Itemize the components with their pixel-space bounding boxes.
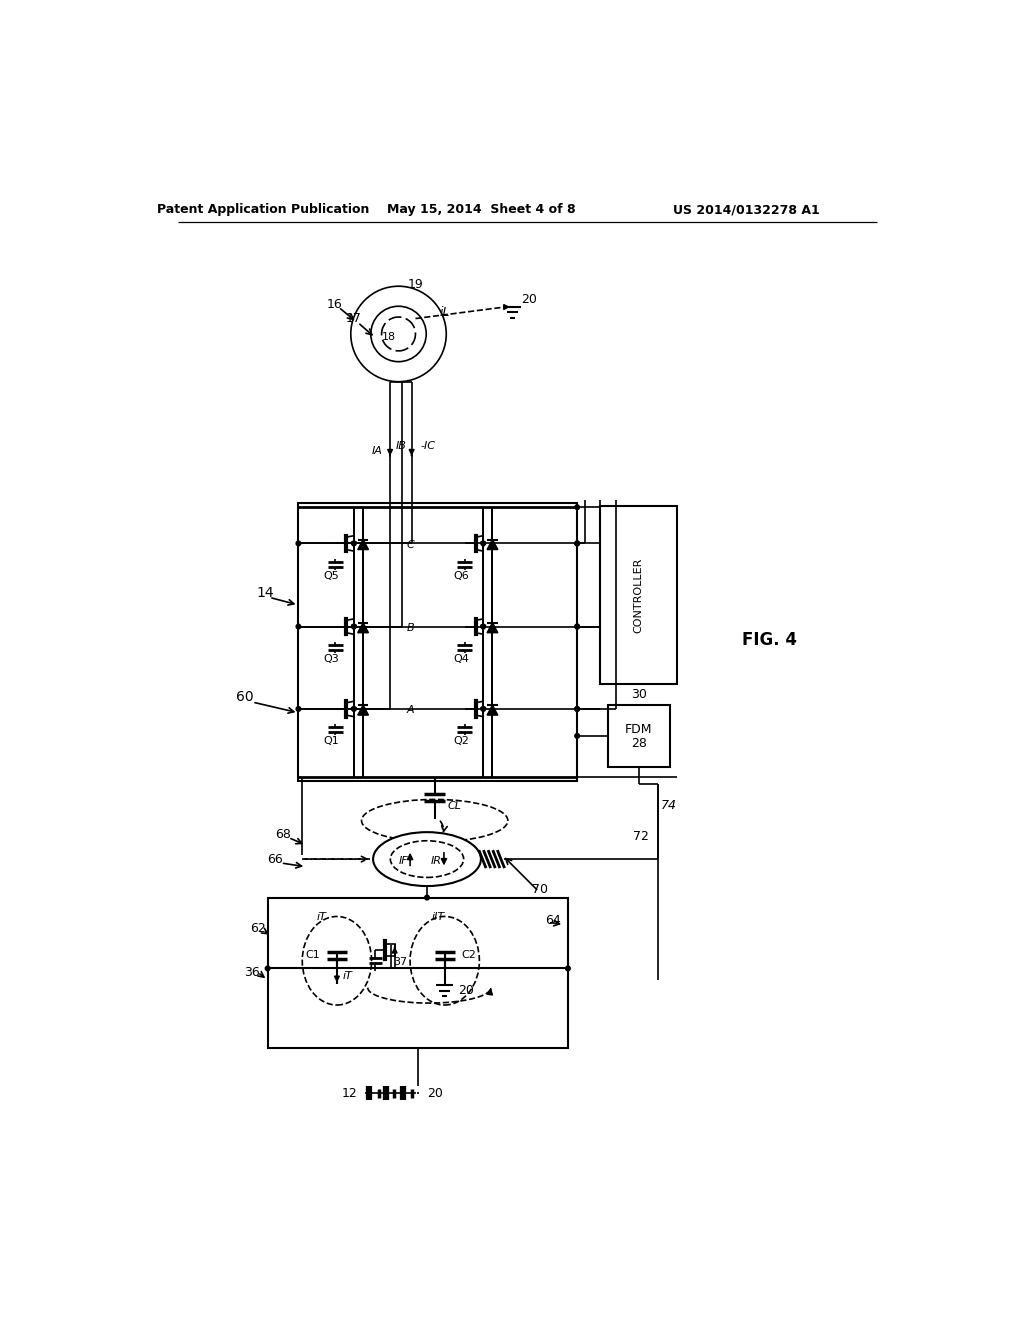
Text: 74: 74 bbox=[660, 799, 677, 812]
Text: 30: 30 bbox=[631, 688, 647, 701]
Ellipse shape bbox=[373, 832, 481, 886]
Text: 20: 20 bbox=[521, 293, 538, 306]
Text: US 2014/0132278 A1: US 2014/0132278 A1 bbox=[673, 203, 820, 216]
Circle shape bbox=[574, 541, 580, 545]
Bar bbox=[298, 503, 578, 780]
Text: Q6: Q6 bbox=[453, 570, 469, 581]
Text: Q1: Q1 bbox=[324, 737, 339, 746]
Bar bbox=[600, 507, 677, 684]
Circle shape bbox=[481, 541, 485, 545]
Text: CONTROLLER: CONTROLLER bbox=[634, 557, 644, 632]
Circle shape bbox=[351, 706, 356, 711]
Text: A: A bbox=[407, 705, 415, 715]
Text: 19: 19 bbox=[408, 279, 423, 292]
Polygon shape bbox=[357, 623, 369, 632]
Circle shape bbox=[574, 734, 580, 738]
Text: Q4: Q4 bbox=[453, 653, 469, 664]
Polygon shape bbox=[357, 540, 369, 549]
Text: iT: iT bbox=[343, 972, 352, 981]
Circle shape bbox=[351, 624, 356, 628]
Text: Q5: Q5 bbox=[324, 570, 339, 581]
Text: IR: IR bbox=[431, 855, 441, 866]
Text: 70: 70 bbox=[532, 883, 548, 896]
Circle shape bbox=[565, 966, 570, 970]
Text: 64: 64 bbox=[545, 915, 560, 927]
Text: IA: IA bbox=[372, 446, 382, 455]
Circle shape bbox=[481, 624, 485, 628]
Text: 20: 20 bbox=[459, 983, 474, 997]
Text: -IC: -IC bbox=[421, 441, 436, 451]
Text: FDM: FDM bbox=[625, 723, 652, 737]
Bar bbox=[608, 705, 670, 767]
Text: 28: 28 bbox=[631, 737, 647, 750]
Text: iIT: iIT bbox=[432, 912, 445, 921]
Text: 37: 37 bbox=[393, 957, 408, 968]
Text: C1: C1 bbox=[305, 950, 319, 961]
Text: iL: iL bbox=[439, 306, 450, 319]
Text: May 15, 2014  Sheet 4 of 8: May 15, 2014 Sheet 4 of 8 bbox=[387, 203, 575, 216]
Circle shape bbox=[296, 706, 301, 711]
Circle shape bbox=[296, 541, 301, 545]
Text: 16: 16 bbox=[327, 298, 342, 312]
Circle shape bbox=[425, 895, 429, 900]
Polygon shape bbox=[487, 540, 498, 549]
Text: 68: 68 bbox=[275, 828, 291, 841]
Polygon shape bbox=[487, 623, 498, 632]
Circle shape bbox=[574, 541, 580, 545]
Circle shape bbox=[574, 706, 580, 711]
Circle shape bbox=[265, 966, 270, 970]
Text: C: C bbox=[407, 540, 415, 550]
Text: C2: C2 bbox=[462, 950, 476, 961]
Text: FIG. 4: FIG. 4 bbox=[742, 631, 797, 648]
Circle shape bbox=[481, 706, 485, 711]
Text: IB: IB bbox=[396, 441, 407, 451]
Circle shape bbox=[296, 624, 301, 628]
Text: 60: 60 bbox=[236, 690, 253, 705]
Circle shape bbox=[574, 624, 580, 628]
Polygon shape bbox=[487, 705, 498, 715]
Text: 20: 20 bbox=[427, 1086, 442, 1100]
Circle shape bbox=[351, 541, 356, 545]
Circle shape bbox=[574, 624, 580, 628]
Text: Q3: Q3 bbox=[324, 653, 339, 664]
Text: 12: 12 bbox=[342, 1086, 357, 1100]
Text: IF: IF bbox=[399, 855, 409, 866]
Polygon shape bbox=[357, 705, 369, 715]
Text: B: B bbox=[407, 623, 415, 634]
Text: CL: CL bbox=[447, 801, 462, 810]
Text: 18: 18 bbox=[382, 333, 395, 342]
Text: 36: 36 bbox=[245, 966, 260, 979]
Bar bbox=[267, 898, 568, 1048]
Text: 72: 72 bbox=[633, 829, 649, 842]
Text: iT: iT bbox=[316, 912, 327, 921]
Text: Q2: Q2 bbox=[453, 737, 469, 746]
Text: 14: 14 bbox=[256, 586, 274, 601]
Circle shape bbox=[574, 506, 580, 510]
Text: Patent Application Publication: Patent Application Publication bbox=[157, 203, 370, 216]
Text: 66: 66 bbox=[266, 853, 283, 866]
Text: 62: 62 bbox=[250, 921, 265, 935]
Circle shape bbox=[574, 706, 580, 711]
Text: 17: 17 bbox=[346, 312, 361, 325]
